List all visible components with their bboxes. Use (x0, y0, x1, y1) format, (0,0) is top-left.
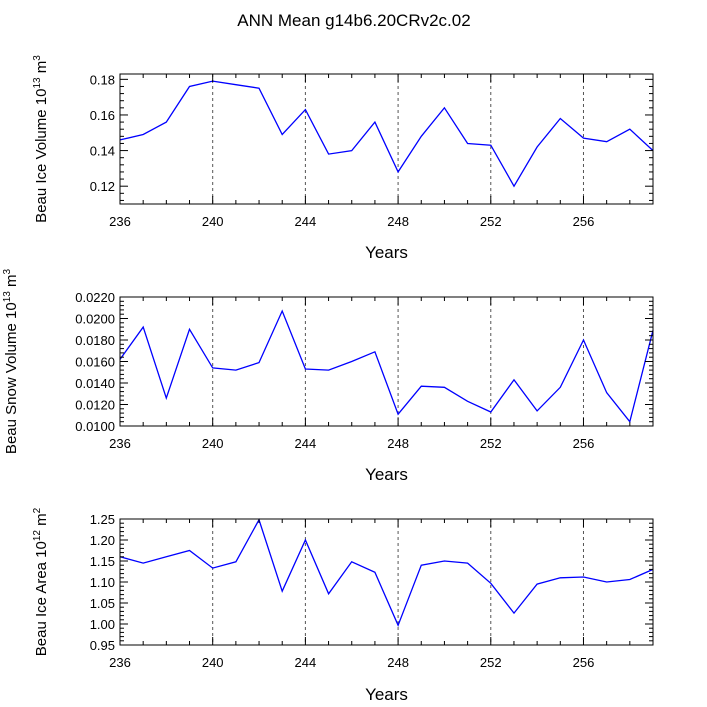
y-tick-label: 0.0140 (75, 376, 115, 391)
y-tick-label: 0.0200 (75, 312, 115, 327)
y-axis-label: Beau Ice Volume 1013 m3 (32, 55, 50, 223)
y-axis-label-exponent: 12 (32, 530, 43, 542)
y-tick-label: 0.16 (90, 108, 115, 123)
y-tick-label: 0.0180 (75, 333, 115, 348)
x-axis-label: Years (365, 243, 408, 262)
y-axis-label: Beau Ice Area 1012 m2 (32, 507, 50, 656)
x-tick-label: 244 (295, 214, 317, 229)
x-tick-label: 240 (202, 214, 224, 229)
axis-ticks (119, 518, 654, 646)
panel-ice-volume: 236 240 244 248 252 256 0.12 0.14 0.16 0.18 Years… (32, 55, 654, 262)
y-axis-label-unit-exponent: 2 (32, 507, 43, 513)
x-gridlines (212, 74, 584, 204)
tick-labels: 236 240 244 248 252 256 0.95 1.00 1.05 1.10 1.15 1.… (90, 512, 595, 670)
y-tick-label: 0.18 (90, 72, 115, 87)
y-tick-label: 1.15 (90, 554, 115, 569)
y-axis-label-unit-exponent: 3 (32, 55, 43, 61)
x-tick-label: 236 (109, 436, 131, 451)
x-tick-label: 248 (387, 214, 409, 229)
y-tick-label: 1.05 (90, 596, 115, 611)
y-tick-label: 0.0160 (75, 355, 115, 370)
y-axis-label-unit: m (3, 274, 20, 291)
panel-snow-volume: 236 240 244 248 252 256 0.0100 0.0120 0.0140 0.01… (2, 268, 654, 484)
plot-frame (119, 73, 654, 205)
axis-ticks (119, 296, 654, 427)
x-tick-label: 244 (295, 436, 317, 451)
y-tick-label: 0.0120 (75, 398, 115, 413)
x-tick-label: 240 (202, 655, 224, 670)
x-tick-label: 252 (480, 655, 502, 670)
series-line-ice-volume (119, 80, 654, 188)
axis-ticks (119, 74, 654, 204)
x-tick-label: 252 (480, 214, 502, 229)
plot-frame (119, 518, 654, 646)
series-line-ice-area (119, 518, 654, 628)
y-tick-label: 0.95 (90, 638, 115, 653)
y-tick-label: 1.10 (90, 575, 115, 590)
tick-labels: 236 240 244 248 252 256 0.0100 0.0120 0.0140 0.01… (75, 290, 594, 451)
y-axis-label-text: Beau Ice Area 10 (33, 541, 50, 656)
y-axis-label-unit: m (33, 61, 50, 78)
x-gridlines (212, 297, 584, 426)
y-axis-label: Beau Snow Volume 1013 m3 (2, 268, 20, 454)
x-tick-label: 256 (573, 436, 595, 451)
y-tick-label: 1.00 (90, 617, 115, 632)
y-axis-label-unit: m (33, 513, 50, 530)
x-tick-label: 256 (573, 655, 595, 670)
x-tick-label: 256 (573, 214, 595, 229)
x-tick-label: 236 (109, 214, 131, 229)
y-tick-label: 0.14 (90, 144, 115, 159)
y-axis-label-exponent: 13 (32, 77, 43, 89)
y-tick-label: 0.0220 (75, 290, 115, 305)
x-tick-label: 240 (202, 436, 224, 451)
x-tick-label: 236 (109, 655, 131, 670)
tick-labels: 236 240 244 248 252 256 0.12 0.14 0.16 0.18 (90, 72, 595, 229)
x-tick-label: 248 (387, 436, 409, 451)
y-axis-label-text: Beau Snow Volume 10 (3, 302, 20, 454)
x-tick-label: 248 (387, 655, 409, 670)
x-tick-label: 244 (295, 655, 317, 670)
x-tick-label: 252 (480, 436, 502, 451)
y-tick-label: 1.25 (90, 512, 115, 527)
y-tick-label: 0.0100 (75, 419, 115, 434)
x-axis-label: Years (365, 465, 408, 484)
series-line-snow-volume (119, 309, 654, 424)
y-tick-label: 1.20 (90, 533, 115, 548)
panel-ice-area: 236 240 244 248 252 256 0.95 1.00 1.05 1.10 1.15 1.… (32, 507, 654, 704)
y-axis-label-exponent: 13 (2, 291, 13, 303)
y-tick-label: 0.12 (90, 179, 115, 194)
y-axis-label-text: Beau Ice Volume 10 (33, 89, 50, 223)
figure-title: ANN Mean g14b6.20CRv2c.02 (237, 11, 470, 30)
y-axis-label-unit-exponent: 3 (2, 268, 13, 274)
x-axis-label: Years (365, 685, 408, 704)
